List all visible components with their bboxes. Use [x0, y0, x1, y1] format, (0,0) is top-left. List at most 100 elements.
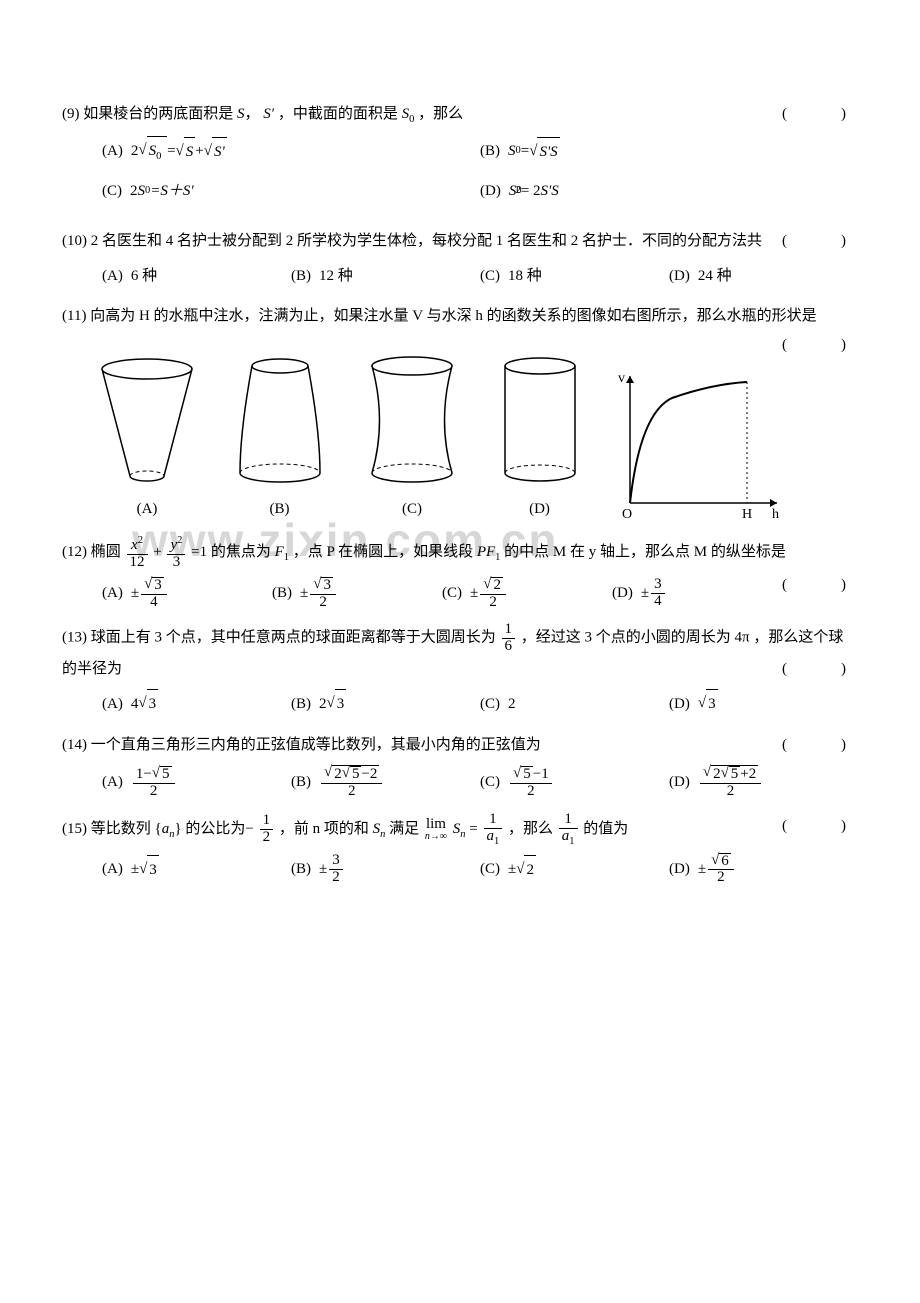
t5: ，那么	[508, 821, 557, 837]
answer-blank: ( )	[782, 571, 854, 600]
label: (B)	[272, 579, 292, 608]
q15-optB: (B) ± 32	[291, 853, 480, 887]
q9C-2: 2	[130, 177, 138, 206]
shape-B-svg	[225, 351, 335, 491]
x2: 2	[138, 535, 143, 546]
t3: ，前 n 项的和	[279, 821, 373, 837]
q9A-rad1sub: 0	[156, 151, 161, 162]
val: 24 种	[698, 262, 732, 291]
q11-num: (11)	[62, 308, 86, 324]
label: (A)	[102, 262, 123, 291]
pm: ±	[508, 855, 516, 884]
F1: 1	[284, 553, 289, 564]
shape-A-label: (A)	[92, 495, 202, 524]
q9-t1: 如果棱台的两底面积是	[83, 106, 233, 122]
shape-D: (D)	[490, 351, 590, 524]
q13-t1: 球面上有 3 个点，其中任意两点的球面距离都等于大圆周长为	[91, 630, 496, 646]
n: 3	[651, 577, 665, 594]
q14-text: (14) 一个直角三角形三内角的正弦值成等比数列，其最小内角的正弦值为 ( )	[62, 731, 858, 760]
q13-optB: (B)2√3	[291, 689, 480, 719]
q12-options: (A) ± √34 (B) ± √32 (C) ± √22 (D) ± 34	[62, 577, 782, 611]
label: (B)	[291, 768, 311, 797]
n: 1	[502, 622, 516, 639]
q9-sep1: ，	[245, 106, 260, 122]
vh-graph: v h O H	[612, 368, 782, 523]
val: 18 种	[508, 262, 542, 291]
optA-label: (A)	[102, 137, 123, 166]
q12-optD: (D) ± 34	[612, 577, 782, 611]
q9A-2: 2	[131, 137, 139, 166]
q9A-rad2: S	[184, 137, 196, 167]
q10-body: 2 名医生和 4 名护士被分配到 2 所学校为学生体检，每校分配 1 名医生和 …	[91, 233, 762, 249]
q9A-rad3: S'	[212, 137, 227, 167]
q13-optD: (D)√3	[669, 689, 858, 719]
label: (D)	[669, 262, 690, 291]
q14-optB: (B) √2√5−22	[291, 765, 480, 800]
d: 2	[329, 870, 343, 886]
question-12: www.zixin.com.cn (12) 椭圆 x212 + y23 =1 的…	[62, 535, 858, 610]
axis-o-label: O	[622, 507, 632, 522]
answer-blank: ( )	[782, 731, 854, 760]
label: (B)	[291, 690, 311, 719]
r: 6	[719, 853, 731, 870]
d2: 3	[167, 555, 185, 571]
q12-num: (12)	[62, 545, 87, 561]
q12-optA: (A) ± √34	[102, 577, 272, 611]
q9A-plus: +	[195, 137, 203, 166]
pm: ±	[131, 855, 139, 884]
shape-C: (C)	[357, 351, 467, 524]
question-13: (13) 球面上有 3 个点，其中任意两点的球面距离都等于大圆周长为 16 ，经…	[62, 622, 858, 719]
lim: lim	[425, 817, 447, 832]
q14-optD: (D) √2√5+22	[669, 765, 858, 800]
q13-num: (13)	[62, 630, 87, 646]
q9-num: (9)	[62, 106, 80, 122]
shape-D-label: (D)	[490, 495, 590, 524]
axis-H-label: H	[742, 507, 752, 522]
plus: +	[153, 545, 165, 561]
q9C-rest: =S＋S′	[150, 177, 193, 206]
q13-optA: (A)4√3	[102, 689, 291, 719]
limsub: n→∞	[425, 832, 447, 842]
t2: } 的公比为−	[174, 821, 253, 837]
d: 4	[651, 594, 665, 610]
question-15: (15) 等比数列 {an} 的公比为− 12 ，前 n 项的和 Sn 满足 l…	[62, 812, 858, 886]
t4: 满足	[389, 821, 423, 837]
lead: 2	[319, 690, 327, 719]
q11-text: (11) 向高为 H 的水瓶中注水，注满为止，如果注水量 V 与水深 h 的函数…	[62, 302, 858, 331]
q15-t1: 等比数列 {	[91, 821, 162, 837]
r: 3	[147, 855, 159, 885]
PF1: 1	[495, 553, 500, 564]
pm: ±	[698, 855, 706, 884]
q15-optD: (D) ± √62	[669, 853, 858, 887]
q10-optB: (B) 12 种	[291, 262, 480, 291]
shape-C-svg	[357, 351, 467, 491]
f2n: 1	[559, 812, 578, 829]
f1n: 1	[484, 812, 503, 829]
hn: 1	[260, 813, 274, 830]
question-9: (9) 如果棱台的两底面积是 S， S′ ，中截面的面积是 S0 ，那么 ( )…	[62, 100, 858, 215]
q10-num: (10)	[62, 233, 87, 249]
d: 2	[510, 784, 552, 800]
q9B-rad: S'S	[537, 137, 559, 167]
val: 6 种	[131, 262, 157, 291]
v: 2	[508, 690, 516, 719]
q9-S0sub: 0	[409, 114, 414, 125]
hd: 2	[260, 830, 274, 846]
val: 12 种	[319, 262, 353, 291]
q14-optA: (A) 1−√52	[102, 765, 291, 800]
answer-blank: ( )	[782, 100, 854, 129]
r: 5	[521, 766, 533, 783]
d: 2	[321, 784, 382, 800]
label: (B)	[291, 855, 311, 884]
q13-text: (13) 球面上有 3 个点，其中任意两点的球面距离都等于大圆周长为 16 ，经…	[62, 622, 858, 683]
a1: 1	[569, 836, 574, 847]
mid2: 的中点 M 在 y 轴上，那么点 M 的纵坐标是	[504, 545, 786, 561]
pm: ±	[641, 579, 649, 608]
answer-blank: ( )	[782, 812, 854, 841]
il: 2	[713, 766, 721, 782]
F: F	[275, 545, 284, 561]
q9C-S: S	[138, 177, 146, 206]
label: (B)	[291, 262, 311, 291]
it: +2	[740, 766, 756, 782]
y2: 2	[177, 535, 182, 546]
